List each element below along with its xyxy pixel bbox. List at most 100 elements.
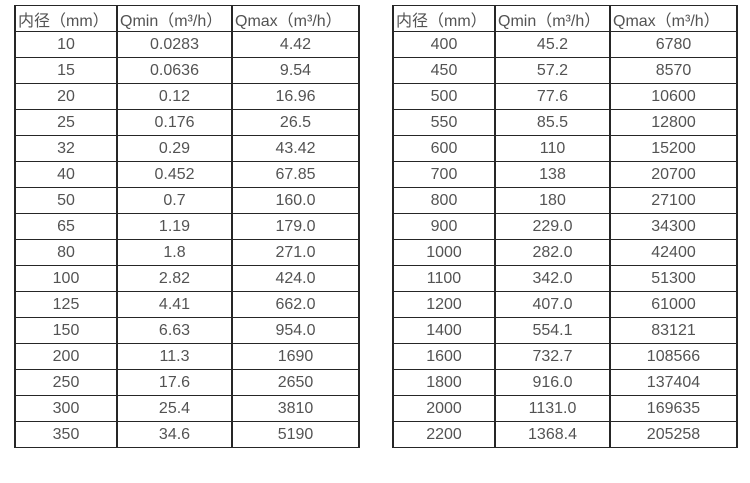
cell: 0.0283 bbox=[116, 31, 233, 58]
cell: 400 bbox=[392, 31, 496, 58]
cell: 20 bbox=[14, 83, 118, 110]
column-header: Qmax（m³/h） bbox=[231, 5, 360, 32]
cell: 1.8 bbox=[116, 239, 233, 266]
cell: 282.0 bbox=[494, 239, 611, 266]
cell: 40 bbox=[14, 161, 118, 188]
table-row: 700 138 20700 bbox=[392, 161, 738, 188]
cell: 2.82 bbox=[116, 265, 233, 292]
cell: 407.0 bbox=[494, 291, 611, 318]
cell: 229.0 bbox=[494, 213, 611, 240]
cell: 15200 bbox=[609, 135, 738, 162]
cell: 10 bbox=[14, 31, 118, 58]
table-row: 300 25.4 3810 bbox=[14, 395, 360, 422]
cell: 350 bbox=[14, 421, 118, 448]
cell: 4.42 bbox=[231, 31, 360, 58]
cell: 0.12 bbox=[116, 83, 233, 110]
cell: 0.29 bbox=[116, 135, 233, 162]
cell: 662.0 bbox=[231, 291, 360, 318]
table-row: 2200 1368.4 205258 bbox=[392, 421, 738, 448]
cell: 1600 bbox=[392, 343, 496, 370]
table-row: 1400 554.1 83121 bbox=[392, 317, 738, 344]
column-header: 内径（mm） bbox=[392, 5, 496, 32]
cell: 424.0 bbox=[231, 265, 360, 292]
table-row: 80 1.8 271.0 bbox=[14, 239, 360, 266]
cell: 11.3 bbox=[116, 343, 233, 370]
cell: 5190 bbox=[231, 421, 360, 448]
table-row: 32 0.29 43.42 bbox=[14, 135, 360, 162]
cell: 9.54 bbox=[231, 57, 360, 84]
cell: 1000 bbox=[392, 239, 496, 266]
table-row: 10 0.0283 4.42 bbox=[14, 31, 360, 58]
flow-table-small-diameters: 内径（mm） Qmin（m³/h） Qmax（m³/h） 10 0.0283 4.42 15… bbox=[14, 5, 360, 448]
cell: 4.41 bbox=[116, 291, 233, 318]
column-header: Qmin（m³/h） bbox=[494, 5, 611, 32]
column-header: Qmax（m³/h） bbox=[609, 5, 738, 32]
table-row: 250 17.6 2650 bbox=[14, 369, 360, 396]
table-row: 1600 732.7 108566 bbox=[392, 343, 738, 370]
cell: 6.63 bbox=[116, 317, 233, 344]
cell: 160.0 bbox=[231, 187, 360, 214]
header-row: 内径（mm） Qmin（m³/h） Qmax（m³/h） bbox=[14, 5, 360, 32]
table-row: 200 11.3 1690 bbox=[14, 343, 360, 370]
table-row: 150 6.63 954.0 bbox=[14, 317, 360, 344]
cell: 26.5 bbox=[231, 109, 360, 136]
cell: 42400 bbox=[609, 239, 738, 266]
cell: 900 bbox=[392, 213, 496, 240]
cell: 2650 bbox=[231, 369, 360, 396]
table-row: 900 229.0 34300 bbox=[392, 213, 738, 240]
cell: 16.96 bbox=[231, 83, 360, 110]
cell: 108566 bbox=[609, 343, 738, 370]
header-row: 内径（mm） Qmin（m³/h） Qmax（m³/h） bbox=[392, 5, 738, 32]
cell: 1100 bbox=[392, 265, 496, 292]
table-row: 65 1.19 179.0 bbox=[14, 213, 360, 240]
cell: 34.6 bbox=[116, 421, 233, 448]
cell: 550 bbox=[392, 109, 496, 136]
table-row: 550 85.5 12800 bbox=[392, 109, 738, 136]
cell: 271.0 bbox=[231, 239, 360, 266]
cell: 732.7 bbox=[494, 343, 611, 370]
cell: 0.7 bbox=[116, 187, 233, 214]
cell: 1800 bbox=[392, 369, 496, 396]
cell: 34300 bbox=[609, 213, 738, 240]
cell: 83121 bbox=[609, 317, 738, 344]
cell: 50 bbox=[14, 187, 118, 214]
cell: 80 bbox=[14, 239, 118, 266]
cell: 3810 bbox=[231, 395, 360, 422]
table-row: 500 77.6 10600 bbox=[392, 83, 738, 110]
cell: 180 bbox=[494, 187, 611, 214]
cell: 916.0 bbox=[494, 369, 611, 396]
cell: 17.6 bbox=[116, 369, 233, 396]
cell: 1131.0 bbox=[494, 395, 611, 422]
cell: 250 bbox=[14, 369, 118, 396]
cell: 169635 bbox=[609, 395, 738, 422]
cell: 342.0 bbox=[494, 265, 611, 292]
cell: 1200 bbox=[392, 291, 496, 318]
cell: 600 bbox=[392, 135, 496, 162]
cell: 12800 bbox=[609, 109, 738, 136]
table-row: 15 0.0636 9.54 bbox=[14, 57, 360, 84]
cell: 25.4 bbox=[116, 395, 233, 422]
cell: 300 bbox=[14, 395, 118, 422]
cell: 954.0 bbox=[231, 317, 360, 344]
cell: 0.452 bbox=[116, 161, 233, 188]
cell: 2200 bbox=[392, 421, 496, 448]
table-row: 400 45.2 6780 bbox=[392, 31, 738, 58]
cell: 554.1 bbox=[494, 317, 611, 344]
cell: 43.42 bbox=[231, 135, 360, 162]
table-row: 100 2.82 424.0 bbox=[14, 265, 360, 292]
cell: 8570 bbox=[609, 57, 738, 84]
cell: 1.19 bbox=[116, 213, 233, 240]
table-row: 1000 282.0 42400 bbox=[392, 239, 738, 266]
cell: 1368.4 bbox=[494, 421, 611, 448]
cell: 61000 bbox=[609, 291, 738, 318]
cell: 110 bbox=[494, 135, 611, 162]
table-row: 2000 1131.0 169635 bbox=[392, 395, 738, 422]
cell: 0.176 bbox=[116, 109, 233, 136]
column-header: 内径（mm） bbox=[14, 5, 118, 32]
cell: 27100 bbox=[609, 187, 738, 214]
cell: 25 bbox=[14, 109, 118, 136]
cell: 85.5 bbox=[494, 109, 611, 136]
cell: 1400 bbox=[392, 317, 496, 344]
cell: 6780 bbox=[609, 31, 738, 58]
